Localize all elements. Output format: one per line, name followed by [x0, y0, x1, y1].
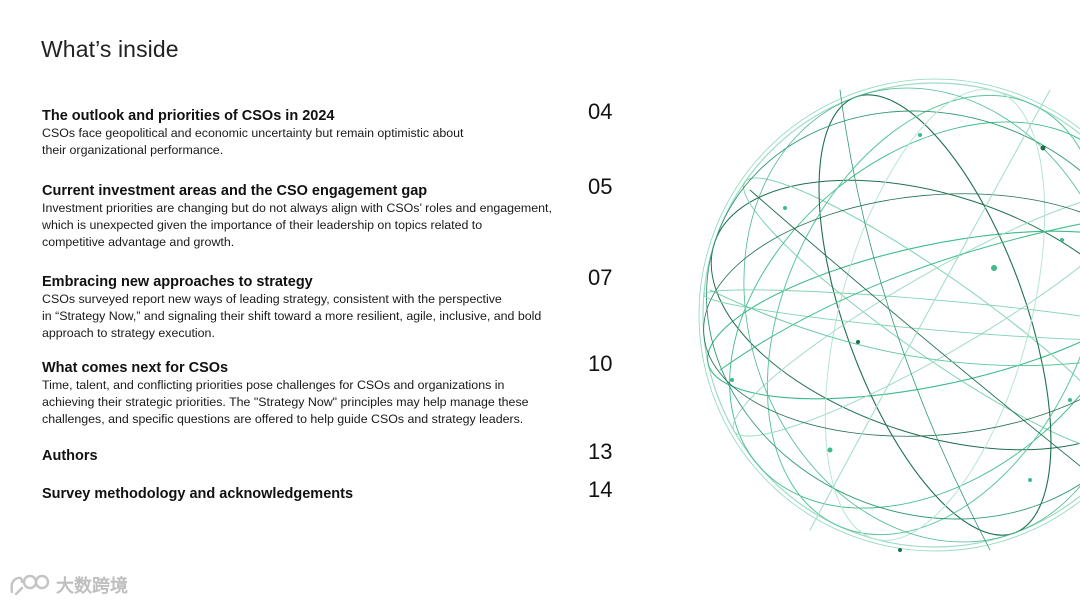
description-line: in “Strategy Now,” and signaling their s…	[42, 309, 542, 323]
toc-entry-title[interactable]: The outlook and priorities of CSOs in 20…	[42, 108, 335, 124]
description-line: Investment priorities are changing but d…	[42, 201, 552, 215]
toc-entry-investment[interactable]: Current investment areas and the CSO eng…	[42, 174, 622, 251]
description-line: which is unexpected given the importance…	[42, 218, 483, 232]
toc-page-number: 10	[588, 351, 613, 376]
toc-entry-title[interactable]: Survey methodology and acknowledgements	[42, 486, 354, 502]
toc-entry-description: CSOs face geopolitical and economic unce…	[42, 125, 582, 159]
watermark-text: 大数跨境	[56, 576, 128, 596]
toc-page-number: 05	[588, 174, 613, 199]
toc-entry-description: Investment priorities are changing but d…	[42, 200, 582, 251]
page-title: What’s inside	[41, 36, 179, 62]
toc-page-number: 13	[588, 439, 613, 464]
toc-entry-title[interactable]: Embracing new approaches to strategy	[42, 274, 313, 290]
description-line: competitive advantage and growth.	[42, 235, 235, 249]
toc-entry-title[interactable]: Authors	[42, 448, 98, 464]
toc-entry-title[interactable]: Current investment areas and the CSO eng…	[42, 183, 428, 199]
description-line: achieving their strategic priorities. Th…	[42, 395, 529, 409]
toc-page-number: 04	[588, 99, 613, 124]
toc-entry-outlook[interactable]: The outlook and priorities of CSOs in 20…	[42, 99, 622, 159]
toc-entry-description: Time, talent, and conflicting priorities…	[42, 377, 582, 428]
description-line: Time, talent, and conflicting priorities…	[42, 378, 505, 392]
watermark-logo-icon	[10, 574, 50, 596]
description-line: CSOs face geopolitical and economic unce…	[42, 126, 464, 140]
toc-entry-description: CSOs surveyed report new ways of leading…	[42, 291, 582, 342]
description-line: challenges, and specific questions are o…	[42, 412, 524, 426]
toc-entry-authors[interactable]: Authors 13	[42, 439, 622, 465]
wireframe-globe-icon	[698, 78, 1080, 552]
description-line: approach to strategy execution.	[42, 326, 215, 340]
description-line: their organizational performance.	[42, 143, 224, 157]
toc-entry-new-approaches[interactable]: Embracing new approaches to strategy CSO…	[42, 265, 622, 342]
toc-page-number: 07	[588, 265, 613, 290]
toc-entry-what-next[interactable]: What comes next for CSOs Time, talent, a…	[42, 351, 622, 428]
toc-page-number: 14	[588, 477, 613, 502]
toc-entry-methodology[interactable]: Survey methodology and acknowledgements …	[42, 477, 622, 503]
toc-entry-title[interactable]: What comes next for CSOs	[42, 360, 229, 376]
description-line: CSOs surveyed report new ways of leading…	[42, 292, 502, 306]
watermark: 大数跨境	[8, 572, 128, 598]
